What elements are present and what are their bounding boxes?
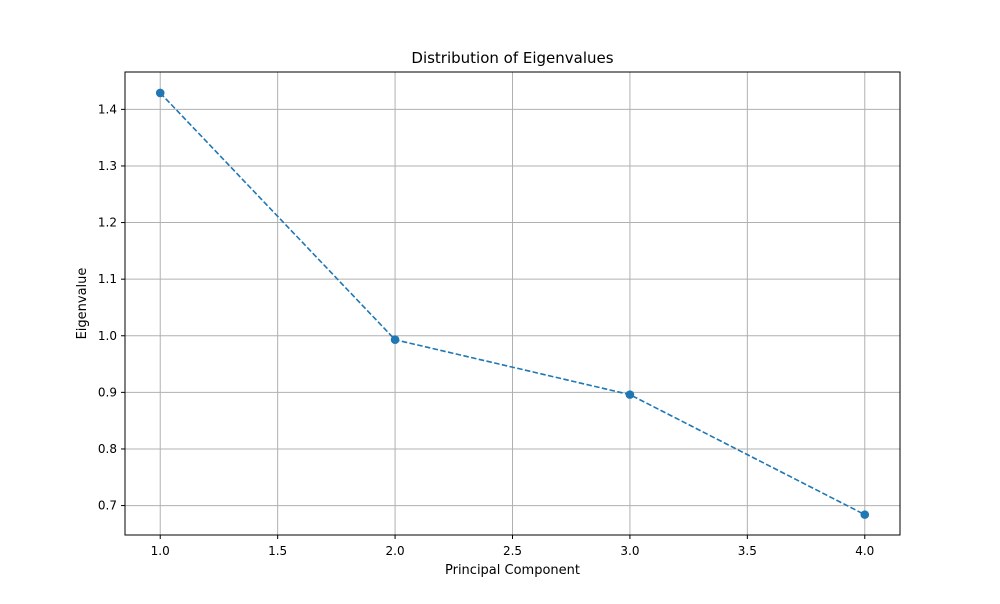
x-tick-label: 4.0 bbox=[855, 544, 874, 558]
x-tick-label: 3.0 bbox=[620, 544, 639, 558]
y-tick-label: 0.9 bbox=[98, 385, 117, 399]
y-tick-label: 1.2 bbox=[98, 216, 117, 230]
x-tick-label: 1.0 bbox=[151, 544, 170, 558]
data-point bbox=[390, 335, 400, 345]
y-tick-label: 1.4 bbox=[98, 102, 117, 116]
y-tick-label: 0.7 bbox=[98, 499, 117, 513]
x-tick-label: 2.5 bbox=[503, 544, 522, 558]
grid bbox=[125, 72, 900, 535]
chart-title: Distribution of Eigenvalues bbox=[411, 49, 613, 67]
x-tick-label: 3.5 bbox=[738, 544, 757, 558]
y-tick-label: 0.8 bbox=[98, 442, 117, 456]
series-line bbox=[159, 92, 866, 516]
x-axis-label: Principal Component bbox=[445, 563, 580, 578]
x-tick-label: 1.5 bbox=[268, 544, 287, 558]
y-tick-label: 1.0 bbox=[98, 329, 117, 343]
data-point bbox=[860, 510, 870, 519]
data-point bbox=[155, 88, 165, 98]
x-tick-label: 2.0 bbox=[386, 544, 405, 558]
y-tick-label: 1.1 bbox=[98, 272, 117, 286]
axis-ticks: 1.0 1.5 2.0 2.5 3.0 3.5 4.0 0.7 0.8 0.9 1.0 1.1 1.2 1… bbox=[98, 102, 874, 558]
data-point bbox=[625, 390, 635, 399]
series bbox=[155, 88, 870, 519]
y-tick-label: 1.3 bbox=[98, 159, 117, 173]
y-axis-label: Eigenvalue bbox=[75, 268, 90, 340]
